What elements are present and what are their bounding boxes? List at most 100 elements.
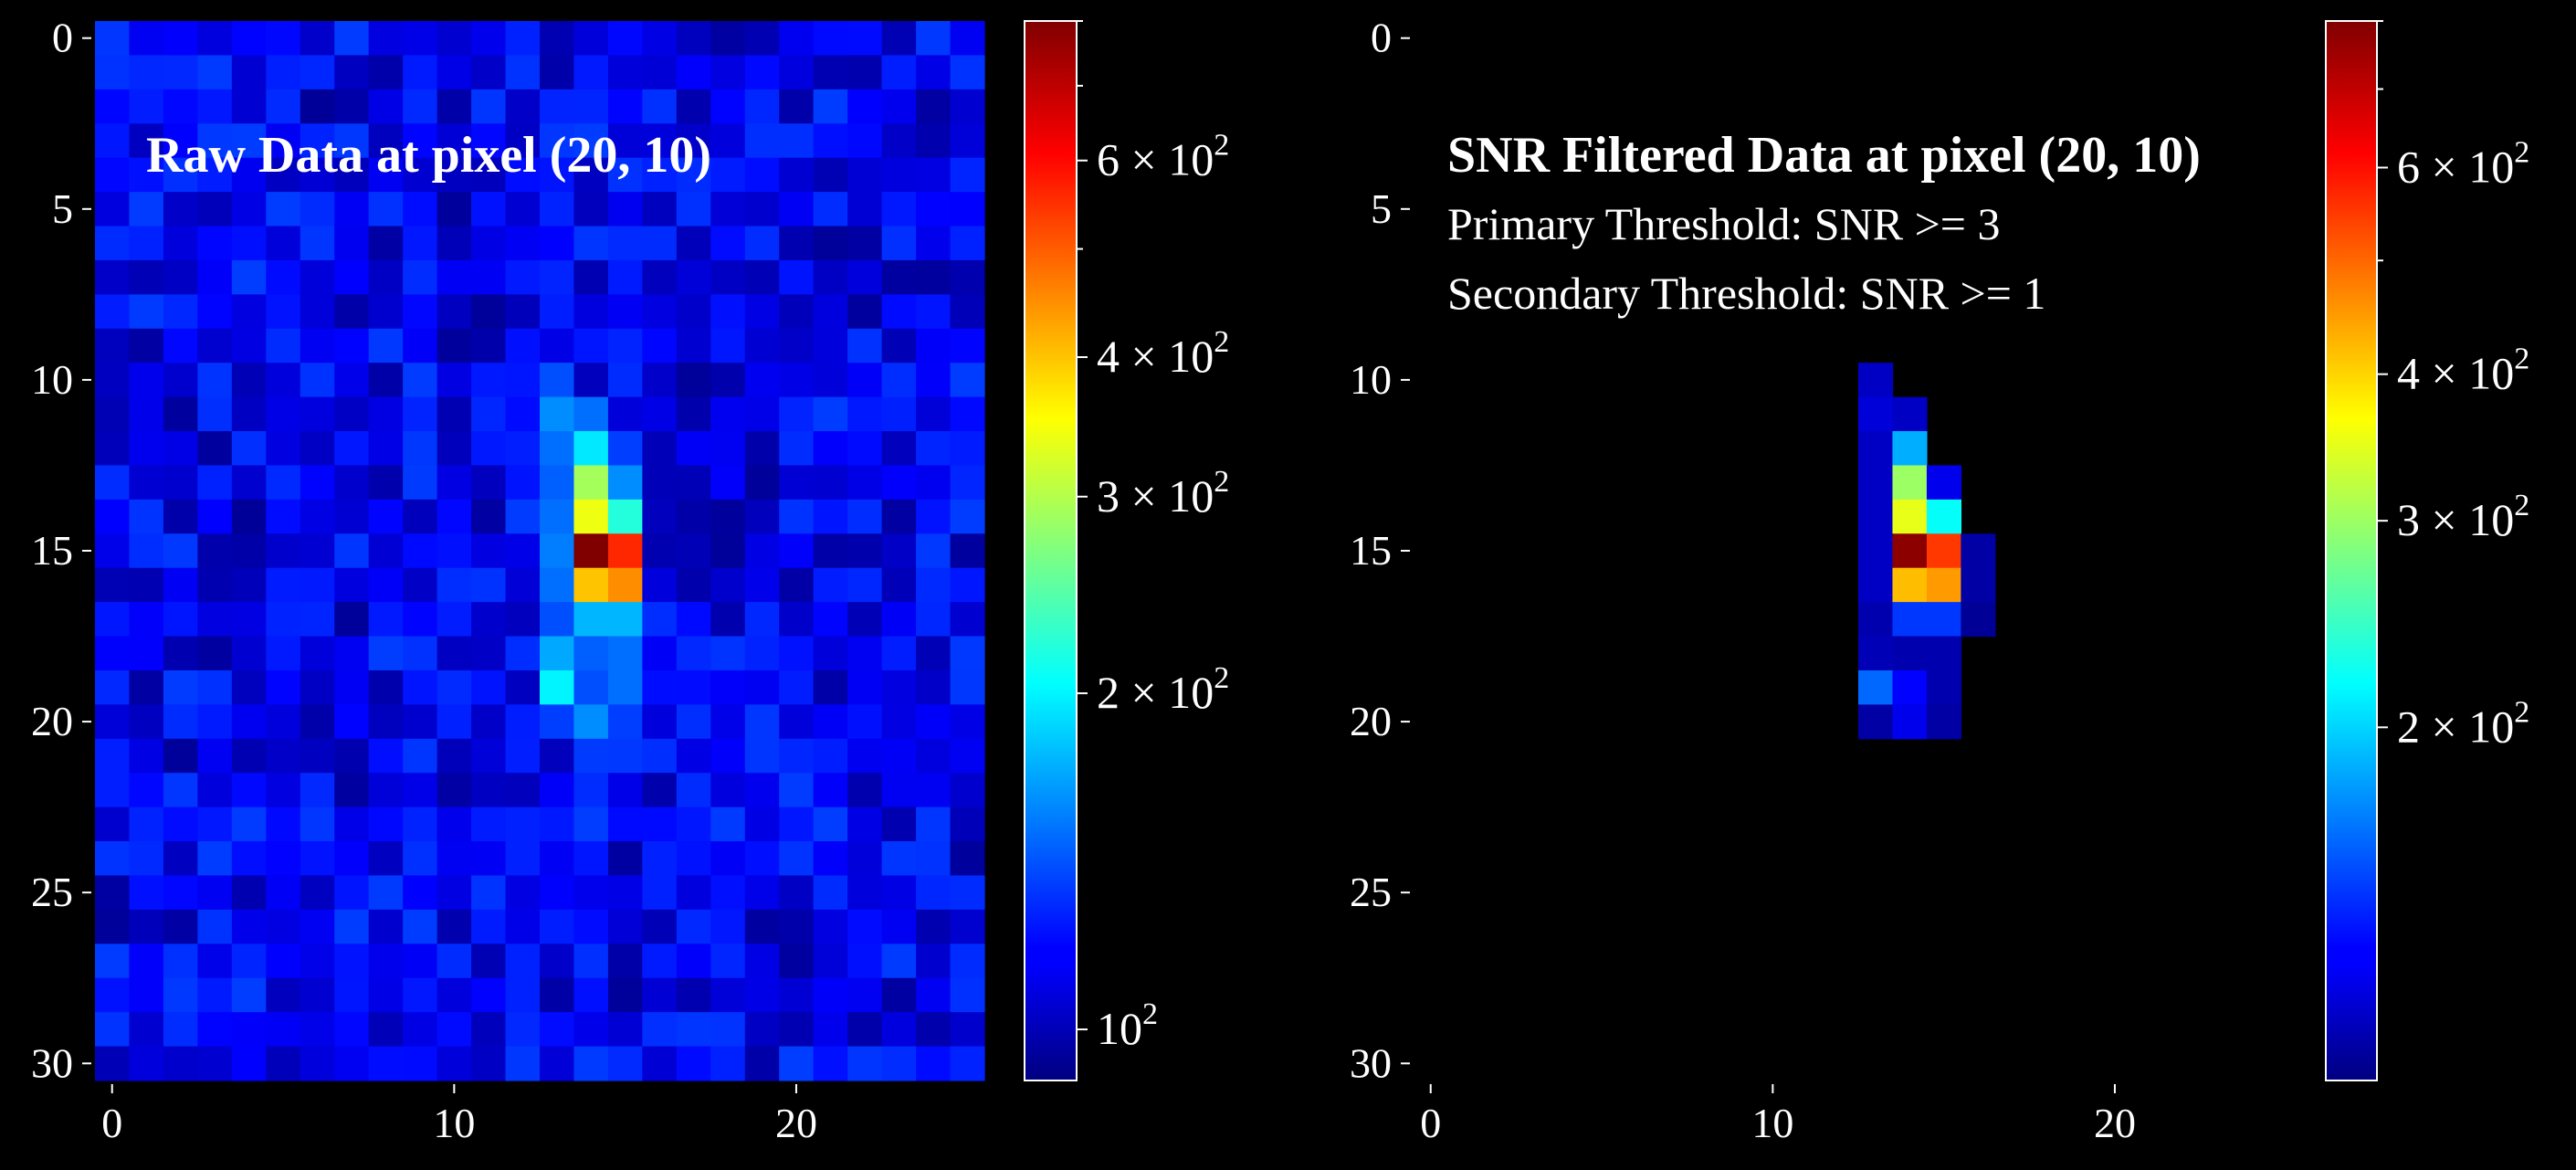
- heatmap-cell: [607, 602, 643, 638]
- heatmap-cell: [540, 499, 575, 534]
- heatmap-cell: [266, 123, 301, 159]
- heatmap-cell: [779, 328, 815, 364]
- snr-heatmap-cells: [1858, 363, 1996, 740]
- heatmap-cell: [436, 396, 472, 432]
- heatmap-cell: [744, 669, 780, 705]
- heatmap-cell: [744, 738, 780, 774]
- heatmap-cell: [744, 533, 780, 569]
- heatmap-cell: [540, 773, 575, 808]
- heatmap-cell: [642, 1012, 678, 1048]
- heatmap-cell: [744, 773, 780, 808]
- heatmap-cell: [436, 1046, 472, 1081]
- colorbar-tick-exponent: 2: [1214, 465, 1229, 499]
- heatmap-cell: [916, 909, 952, 944]
- heatmap-cell: [607, 669, 643, 705]
- heatmap-cell: [403, 294, 438, 330]
- heatmap-cell: [266, 738, 301, 774]
- heatmap-cell: [642, 1046, 678, 1081]
- raw-x-axis: 0 10 20: [101, 1084, 817, 1146]
- heatmap-cell: [471, 875, 507, 911]
- heatmap-cell: [505, 704, 541, 740]
- heatmap-cell: [403, 1046, 438, 1081]
- heatmap-cell: [505, 226, 541, 261]
- y-tick-label: 15: [1350, 527, 1392, 574]
- heatmap-cell: [950, 909, 985, 944]
- heatmap-cell: [813, 738, 848, 774]
- heatmap-cell: [436, 328, 472, 364]
- heatmap-cell: [334, 841, 370, 877]
- heatmap-cell: [950, 226, 985, 261]
- heatmap-cell: [471, 431, 507, 467]
- heatmap-cell: [300, 636, 335, 671]
- heatmap-cell: [881, 1046, 917, 1081]
- heatmap-cell: [881, 806, 917, 842]
- heatmap-cell: [436, 567, 472, 603]
- heatmap-cell: [505, 738, 541, 774]
- heatmap-cell: [300, 533, 335, 569]
- colorbar-tick-times: ×: [1120, 667, 1168, 718]
- heatmap-cell: [197, 738, 233, 774]
- heatmap-cell: [744, 396, 780, 432]
- heatmap-cell: [471, 55, 507, 90]
- heatmap-cell: [300, 157, 335, 193]
- heatmap-cell: [676, 533, 711, 569]
- heatmap-cell: [266, 636, 301, 671]
- heatmap-cell: [266, 431, 301, 467]
- heatmap-cell: [334, 396, 370, 432]
- heatmap-cell: [607, 226, 643, 261]
- heatmap-cell: [642, 89, 678, 124]
- heatmap-cell: [1892, 533, 1928, 569]
- heatmap-cell: [231, 636, 267, 671]
- heatmap-cell: [847, 909, 883, 944]
- heatmap-cell: [266, 602, 301, 638]
- heatmap-cell: [642, 567, 678, 603]
- heatmap-cell: [847, 704, 883, 740]
- heatmap-cell: [266, 396, 301, 432]
- heatmap-cell: [573, 533, 609, 569]
- heatmap-cell: [950, 567, 985, 603]
- heatmap-cell: [916, 55, 952, 90]
- heatmap-cell: [334, 669, 370, 705]
- heatmap-cell: [368, 259, 404, 295]
- heatmap-cell: [607, 806, 643, 842]
- heatmap-cell: [540, 567, 575, 603]
- heatmap-cell: [607, 773, 643, 808]
- heatmap-cell: [403, 806, 438, 842]
- heatmap-cell: [573, 363, 609, 398]
- heatmap-cell: [847, 431, 883, 467]
- heatmap-cell: [881, 431, 917, 467]
- heatmap-cell: [266, 669, 301, 705]
- heatmap-cell: [436, 294, 472, 330]
- heatmap-cell: [540, 806, 575, 842]
- heatmap-cell: [197, 773, 233, 808]
- heatmap-cell: [540, 157, 575, 193]
- heatmap-cell: [129, 21, 164, 57]
- heatmap-cell: [403, 396, 438, 432]
- heatmap-cell: [881, 465, 917, 501]
- heatmap-cell: [676, 328, 711, 364]
- heatmap-cell: [129, 738, 164, 774]
- heatmap-cell: [779, 636, 815, 671]
- heatmap-cell: [368, 89, 404, 124]
- heatmap-cell: [573, 943, 609, 979]
- colorbar-tick-base: 10: [2468, 141, 2514, 192]
- heatmap-cell: [916, 328, 952, 364]
- heatmap-cell: [573, 499, 609, 534]
- heatmap-cell: [334, 259, 370, 295]
- heatmap-cell: [573, 1046, 609, 1081]
- heatmap-cell: [300, 602, 335, 638]
- heatmap-cell: [847, 499, 883, 534]
- heatmap-cell: [642, 773, 678, 808]
- heatmap-cell: [505, 567, 541, 603]
- y-tick-label: 5: [52, 185, 73, 232]
- heatmap-cell: [197, 567, 233, 603]
- heatmap-cell: [505, 909, 541, 944]
- heatmap-cell: [813, 806, 848, 842]
- heatmap-cell: [505, 89, 541, 124]
- heatmap-cell: [813, 636, 848, 671]
- heatmap-cell: [950, 602, 985, 638]
- heatmap-cell: [334, 499, 370, 534]
- heatmap-cell: [368, 943, 404, 979]
- heatmap-cell: [300, 363, 335, 398]
- heatmap-cell: [163, 806, 198, 842]
